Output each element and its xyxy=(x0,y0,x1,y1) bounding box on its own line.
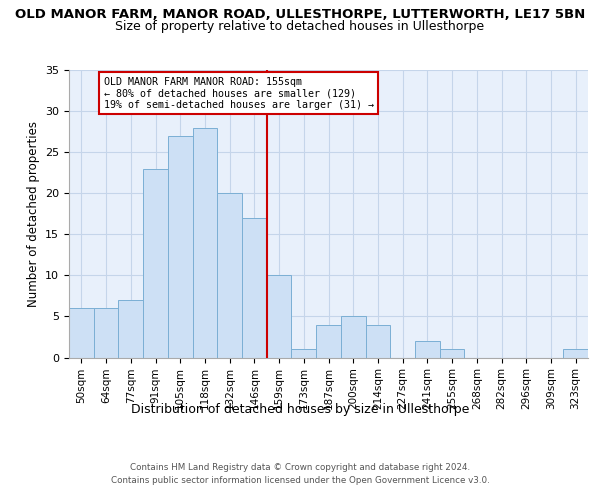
Text: OLD MANOR FARM MANOR ROAD: 155sqm
← 80% of detached houses are smaller (129)
19%: OLD MANOR FARM MANOR ROAD: 155sqm ← 80% … xyxy=(104,76,374,110)
Bar xyxy=(365,324,390,358)
Bar xyxy=(242,218,267,358)
Bar xyxy=(143,168,168,358)
Text: Size of property relative to detached houses in Ullesthorpe: Size of property relative to detached ho… xyxy=(115,20,485,33)
Bar xyxy=(193,128,217,358)
Bar xyxy=(168,136,193,358)
Text: Distribution of detached houses by size in Ullesthorpe: Distribution of detached houses by size … xyxy=(131,402,469,415)
Bar xyxy=(69,308,94,358)
Bar xyxy=(267,276,292,357)
Text: OLD MANOR FARM, MANOR ROAD, ULLESTHORPE, LUTTERWORTH, LE17 5BN: OLD MANOR FARM, MANOR ROAD, ULLESTHORPE,… xyxy=(15,8,585,20)
Bar xyxy=(341,316,365,358)
Bar xyxy=(563,350,588,358)
Bar xyxy=(440,350,464,358)
Text: Contains public sector information licensed under the Open Government Licence v3: Contains public sector information licen… xyxy=(110,476,490,485)
Bar xyxy=(118,300,143,358)
Text: Contains HM Land Registry data © Crown copyright and database right 2024.: Contains HM Land Registry data © Crown c… xyxy=(130,462,470,471)
Bar xyxy=(217,193,242,358)
Bar xyxy=(415,341,440,357)
Bar xyxy=(94,308,118,358)
Bar xyxy=(292,350,316,358)
Bar xyxy=(316,324,341,358)
Y-axis label: Number of detached properties: Number of detached properties xyxy=(26,120,40,306)
